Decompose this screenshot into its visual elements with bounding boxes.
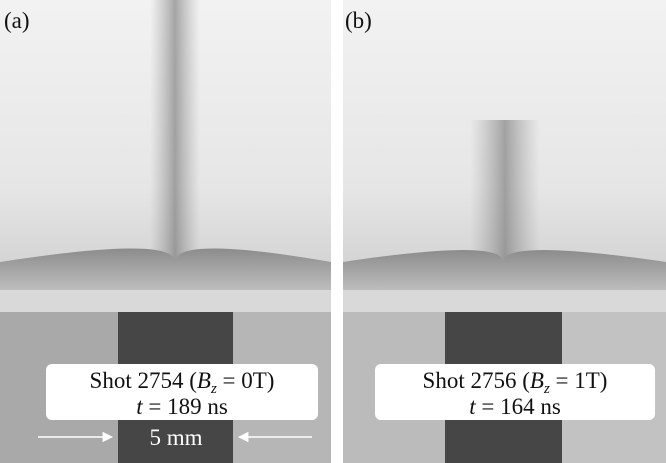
panel-a: (a) Shot 2754 (Bz = 0T) t = 189 ns 5 mm <box>0 0 331 463</box>
panel-label: (a) <box>4 8 30 33</box>
caption-line: Shot 2756 (Bz = 1T) <box>423 368 608 397</box>
plume <box>150 0 200 275</box>
shelf-base <box>0 290 331 312</box>
caption-text: = 164 ns <box>476 394 561 419</box>
panel-label: (b) <box>345 8 372 33</box>
caption-text: = 0T) <box>217 368 275 393</box>
caption-text: B <box>530 368 544 393</box>
caption-text: Shot 2756 ( <box>423 368 530 393</box>
caption-line: t = 164 ns <box>469 394 561 419</box>
shelf-base <box>343 290 666 312</box>
caption-text: = 1T) <box>550 368 608 393</box>
panel-b: (b) Shot 2756 (Bz = 1T) t = 164 ns <box>343 0 666 463</box>
caption-line: t = 189 ns <box>136 394 228 419</box>
figure: (a) Shot 2754 (Bz = 0T) t = 189 ns 5 mm … <box>0 0 666 463</box>
caption-line: Shot 2754 (Bz = 0T) <box>90 368 275 397</box>
caption-text: = 189 ns <box>143 394 228 419</box>
scale-label: 5 mm <box>149 425 202 450</box>
caption-text: B <box>197 368 211 393</box>
caption-text: Shot 2754 ( <box>90 368 197 393</box>
